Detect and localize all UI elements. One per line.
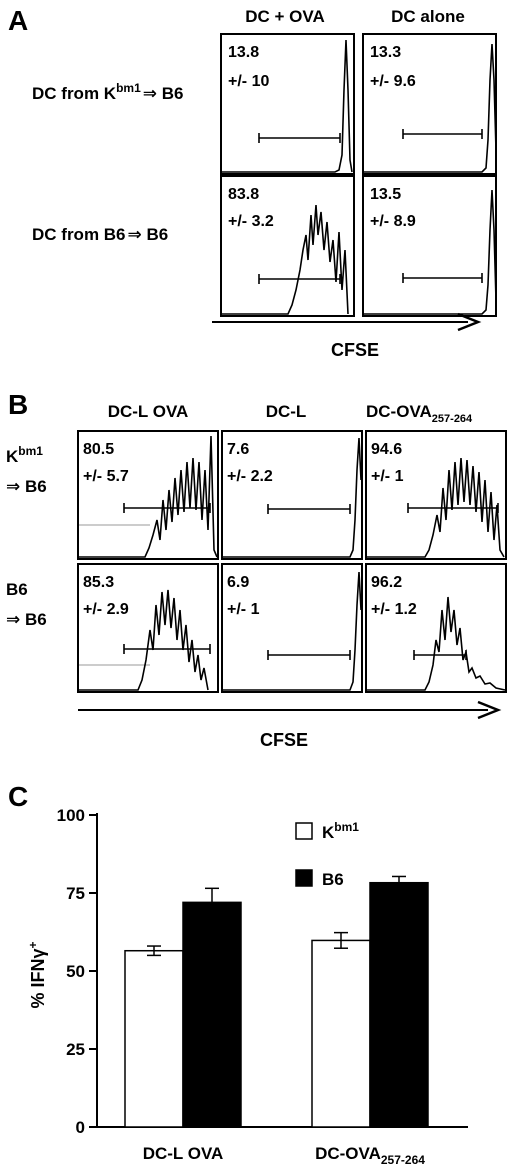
panel-a-axis-label: CFSE: [331, 340, 379, 360]
stat-value: 96.2: [371, 574, 402, 591]
panel-b-letter: B: [8, 389, 28, 420]
panel-b-axis-label: CFSE: [260, 730, 308, 750]
panel-b-row-label-b6-arrow: ⇒ B6: [6, 610, 47, 629]
y-tick-label: 50: [66, 962, 85, 981]
x-category-label: DC-L OVA: [143, 1144, 224, 1163]
panel-a-cfse-arrow: [212, 312, 482, 332]
bar-b6-0: [182, 901, 242, 1128]
stat-value: 83.8: [228, 186, 259, 203]
panel-b-plot-r1c1: 80.5 +/- 5.7: [77, 430, 219, 560]
panel-b-plot-r1c2: 7.6 +/- 2.2: [221, 430, 363, 560]
legend-label-kbm1: Kbm1: [322, 820, 359, 842]
panel-a-row-label-kbm1: DC from Kbm1 ⇒ B6: [32, 81, 183, 103]
panel-b-row-label-kbm1-arrow: ⇒ B6: [6, 477, 47, 496]
histogram-trace: [367, 457, 505, 558]
stat-value: 6.9: [227, 574, 249, 591]
histogram-trace: [367, 596, 506, 691]
y-axis-label: % IFNγ+: [26, 941, 48, 1008]
panel-b-header-dc-ova-peptide: DC-OVA257-264: [366, 402, 473, 425]
histogram-trace: [223, 437, 362, 558]
y-tick-label: 0: [76, 1118, 85, 1137]
legend-swatch-kbm1: [295, 822, 313, 840]
y-tick-label: 100: [57, 806, 85, 825]
gate-bar: [402, 273, 483, 283]
panel-b-plot-r2c2: 6.9 +/- 1: [221, 563, 363, 693]
gate-bar: [258, 133, 341, 143]
gate-bar: [267, 650, 351, 660]
stat-value: 13.3: [370, 44, 401, 61]
stat-value: 94.6: [371, 441, 402, 458]
gate-bar: [267, 504, 351, 514]
histogram-trace: [364, 189, 497, 315]
stat-sd: +/- 5.7: [83, 468, 129, 485]
stat-value: 13.8: [228, 44, 259, 61]
bar-kbm1-0: [124, 949, 184, 1128]
gate-bar: [413, 650, 467, 660]
stat-sd: +/- 2.9: [83, 601, 129, 618]
histogram-trace: [223, 571, 362, 691]
stat-sd: +/- 8.9: [370, 213, 416, 230]
panel-b-header-dcl-ova: DC-L OVA: [108, 402, 189, 421]
stat-value: 85.3: [83, 574, 114, 591]
histogram-trace: [79, 435, 218, 558]
gate-bar: [402, 129, 483, 139]
panel-a-row-label-b6: DC from B6 ⇒ B6: [32, 225, 168, 244]
histogram-trace: [364, 43, 497, 173]
stat-value: 80.5: [83, 441, 114, 458]
panel-b-row-label-b6: B6: [6, 580, 28, 599]
panel-a-header-dc-ova: DC + OVA: [245, 7, 325, 26]
panel-a-header-dc-alone: DC alone: [391, 7, 465, 26]
stat-sd: +/- 2.2: [227, 468, 273, 485]
panel-a-plot-r2c1: 83.8 +/- 3.2: [220, 175, 355, 317]
stat-value: 13.5: [370, 186, 401, 203]
panel-a-plot-r1c1: 13.8 +/- 10: [220, 33, 355, 175]
legend-swatch-b6: [295, 869, 313, 887]
gate-bar: [123, 644, 211, 654]
panel-b-header-dcl: DC-L: [266, 402, 307, 421]
panel-b-cfse-arrow: [78, 700, 502, 720]
panel-b-plot-r2c1: 85.3 +/- 2.9: [77, 563, 219, 693]
y-tick-label: 25: [66, 1040, 85, 1059]
y-tick-label: 75: [66, 884, 85, 903]
stat-sd: +/- 9.6: [370, 73, 416, 90]
bar-kbm1-1: [311, 939, 371, 1128]
stat-value: 7.6: [227, 441, 249, 458]
panel-c-bar-chart: 0 25 50 75 100 % IFNγ+ DC-L OVA DC-OVA257-264 Kb…: [26, 806, 468, 1167]
panel-b-plot-r2c3: 96.2 +/- 1.2: [365, 563, 507, 693]
stat-sd: +/- 1.2: [371, 601, 417, 618]
histogram-trace: [222, 204, 349, 315]
legend-label-b6: B6: [322, 870, 344, 889]
panel-c-letter: C: [8, 781, 28, 812]
stat-sd: +/- 10: [228, 73, 269, 90]
histogram-trace: [79, 589, 209, 691]
bar-b6-1: [369, 881, 429, 1128]
panel-a-plot-r1c2: 13.3 +/- 9.6: [362, 33, 497, 175]
x-category-label: DC-OVA257-264: [315, 1144, 425, 1167]
panel-b-row-label-kbm1: Kbm1: [6, 444, 43, 466]
histogram-trace: [222, 39, 353, 173]
gate-bar: [258, 274, 341, 284]
stat-sd: +/- 3.2: [228, 213, 274, 230]
stat-sd: +/- 1: [227, 601, 260, 618]
panel-a-letter: A: [8, 5, 28, 36]
stat-sd: +/- 1: [371, 468, 404, 485]
panel-b-plot-r1c3: 94.6 +/- 1: [365, 430, 507, 560]
panel-a-plot-r2c2: 13.5 +/- 8.9: [362, 175, 497, 317]
